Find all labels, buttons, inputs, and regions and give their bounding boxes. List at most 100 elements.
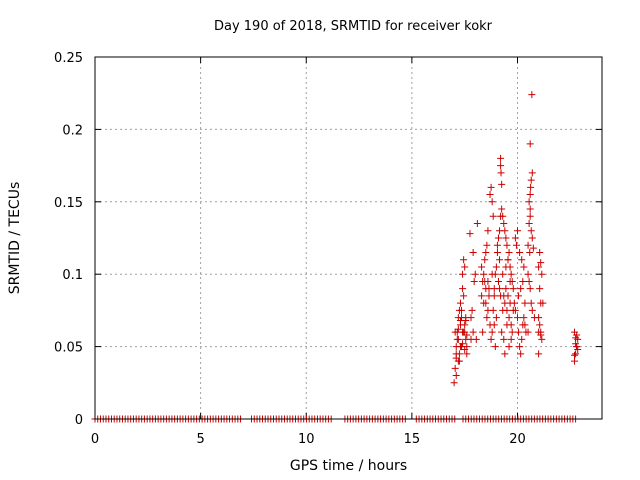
data-point <box>499 306 507 314</box>
data-point <box>519 277 527 285</box>
data-point <box>524 328 532 336</box>
data-point <box>504 292 512 300</box>
grid-lines <box>95 57 602 419</box>
data-point <box>459 270 467 278</box>
data-point <box>461 263 469 271</box>
data-point <box>493 241 501 249</box>
data-point <box>478 292 486 300</box>
data-point <box>483 241 491 249</box>
chart-title: Day 190 of 2018, SRMTID for receiver kok… <box>214 19 493 34</box>
data-point <box>488 270 496 278</box>
data-point <box>526 285 534 293</box>
data-point <box>505 248 513 256</box>
y-axis-label: SRMTID / TECUs <box>7 182 23 295</box>
data-point <box>524 270 532 278</box>
data-point <box>525 277 533 285</box>
y-tick-label: 0.1 <box>62 268 83 283</box>
data-point <box>469 328 477 336</box>
data-points <box>91 91 582 423</box>
data-point <box>487 183 495 191</box>
data-point <box>515 328 523 336</box>
data-point <box>506 277 514 285</box>
data-point <box>502 234 510 242</box>
data-point <box>478 263 486 271</box>
data-point <box>459 340 467 348</box>
data-point <box>492 314 500 322</box>
data-point <box>520 314 528 322</box>
data-point <box>454 325 462 333</box>
data-point <box>503 241 511 249</box>
data-point <box>528 91 536 99</box>
x-tick-label: 5 <box>196 432 204 447</box>
data-point <box>483 314 491 322</box>
data-point <box>515 292 523 300</box>
data-point <box>521 299 529 307</box>
data-point <box>459 285 467 293</box>
data-point <box>518 335 526 343</box>
data-point <box>499 212 507 220</box>
data-point <box>489 306 497 314</box>
data-point <box>507 335 515 343</box>
data-point <box>493 248 501 256</box>
data-point <box>467 314 475 322</box>
data-point <box>460 256 468 264</box>
data-point <box>573 343 581 351</box>
data-point <box>502 285 510 293</box>
data-point <box>526 140 534 148</box>
data-point <box>516 343 524 351</box>
data-point <box>505 314 513 322</box>
data-point <box>505 343 513 351</box>
data-point <box>536 321 544 329</box>
data-point <box>458 314 466 322</box>
data-point <box>460 292 468 300</box>
data-point <box>529 244 537 252</box>
data-point <box>572 350 580 358</box>
data-point <box>481 256 489 264</box>
x-tick-label: 10 <box>298 432 315 447</box>
data-point <box>463 331 471 339</box>
data-point <box>450 379 458 387</box>
data-point <box>479 328 487 336</box>
data-point <box>500 335 508 343</box>
data-point <box>466 230 474 238</box>
data-point <box>490 321 498 329</box>
data-point <box>458 343 466 351</box>
data-point <box>535 263 543 271</box>
data-point <box>539 299 547 307</box>
y-tick-label: 0.25 <box>54 51 83 66</box>
data-point <box>501 227 509 235</box>
data-point <box>463 350 471 358</box>
data-point <box>536 285 544 293</box>
data-point <box>456 299 464 307</box>
x-axis-label: GPS time / hours <box>290 458 407 474</box>
data-point <box>488 198 496 206</box>
data-point <box>451 364 459 372</box>
data-point <box>482 248 490 256</box>
data-point <box>520 263 528 271</box>
data-point <box>525 220 533 228</box>
data-point <box>574 345 582 353</box>
data-point <box>480 270 488 278</box>
data-point <box>512 241 520 249</box>
data-point <box>482 299 490 307</box>
data-point <box>572 334 580 342</box>
data-point <box>498 205 506 213</box>
data-point <box>487 335 495 343</box>
data-point <box>535 350 543 358</box>
data-point <box>573 331 581 339</box>
data-point <box>538 270 546 278</box>
data-point <box>453 335 461 343</box>
data-point <box>502 263 510 271</box>
data-point <box>536 248 544 256</box>
data-point <box>461 345 469 353</box>
data-point <box>526 212 534 220</box>
data-point <box>528 306 536 314</box>
y-tick-label: 0.15 <box>54 196 83 211</box>
data-point <box>510 299 518 307</box>
data-point <box>498 328 506 336</box>
data-point <box>499 270 507 278</box>
data-point <box>497 162 505 170</box>
data-point <box>490 292 498 300</box>
data-point <box>485 285 493 293</box>
